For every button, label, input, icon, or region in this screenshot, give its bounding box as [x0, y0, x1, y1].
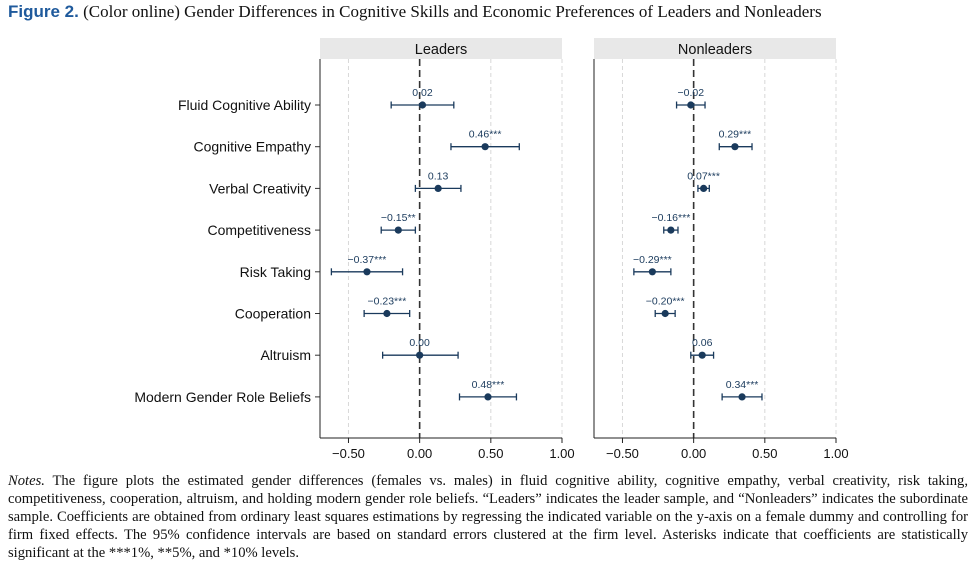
category-label: Verbal Creativity — [209, 180, 311, 196]
data-label: −0.16*** — [651, 212, 690, 224]
category-label: Fluid Cognitive Ability — [178, 97, 311, 113]
x-tick-label: 0.50 — [752, 446, 777, 461]
x-tick-label: 1.00 — [823, 446, 848, 461]
category-label: Modern Gender Role Beliefs — [134, 389, 311, 405]
data-label: −0.15** — [381, 212, 416, 224]
panel-title: Nonleaders — [678, 42, 752, 58]
point-marker — [738, 393, 746, 401]
category-label: Risk Taking — [240, 264, 311, 280]
data-label: 0.02 — [412, 87, 433, 99]
panel-header — [594, 38, 836, 59]
panel-header — [320, 38, 562, 59]
x-tick-label: 1.00 — [549, 446, 574, 461]
data-label: −0.02 — [678, 87, 705, 99]
data-label: −0.37*** — [348, 254, 387, 266]
data-label: 0.00 — [409, 337, 430, 349]
point-marker — [700, 184, 708, 192]
x-tick-label: 0.00 — [407, 446, 432, 461]
x-tick-label: −0.50 — [332, 446, 365, 461]
point-marker — [394, 226, 402, 234]
category-label: Competitiveness — [208, 222, 312, 238]
point-marker — [363, 268, 371, 276]
data-label: 0.46*** — [469, 129, 502, 141]
data-label: −0.20*** — [646, 296, 685, 308]
point-marker — [687, 101, 695, 109]
data-label: 0.48*** — [472, 379, 505, 391]
data-label: 0.29*** — [719, 129, 752, 141]
data-label: 0.06 — [692, 337, 713, 349]
data-label: 0.07*** — [687, 170, 720, 182]
figure-label: Figure 2. — [8, 2, 79, 21]
point-marker — [416, 351, 424, 359]
data-label: 0.34*** — [726, 379, 759, 391]
point-marker — [648, 268, 656, 276]
point-marker — [434, 184, 442, 192]
point-marker — [418, 101, 427, 109]
category-label: Cooperation — [235, 306, 311, 322]
point-marker — [661, 309, 669, 318]
data-label: 0.13 — [428, 170, 449, 182]
point-marker — [484, 393, 492, 401]
category-label: Cognitive Empathy — [193, 139, 311, 155]
figure-caption: (Color online) Gender Differences in Cog… — [83, 2, 822, 21]
notes-text: The figure plots the estimated gender di… — [8, 473, 969, 561]
coefficient-plot: Fluid Cognitive Ability Cognitive Empathy… — [134, 38, 849, 461]
data-label: −0.23*** — [367, 296, 406, 308]
category-label: Altruism — [260, 347, 311, 363]
data-label: −0.29*** — [633, 254, 672, 266]
figure-notes: Notes. The figure plots the estimated ge… — [8, 472, 968, 562]
point-marker — [481, 143, 489, 151]
figure-title: Figure 2. (Color online) Gender Differen… — [8, 2, 968, 22]
x-tick-label: 0.50 — [478, 446, 503, 461]
point-marker — [731, 143, 739, 151]
point-marker — [667, 226, 675, 234]
x-tick-label: 0.00 — [681, 446, 706, 461]
notes-label: Notes. — [8, 473, 45, 489]
point-marker — [698, 351, 706, 359]
point-marker — [383, 309, 391, 318]
x-tick-label: −0.50 — [606, 446, 639, 461]
panel-title: Leaders — [415, 42, 467, 58]
